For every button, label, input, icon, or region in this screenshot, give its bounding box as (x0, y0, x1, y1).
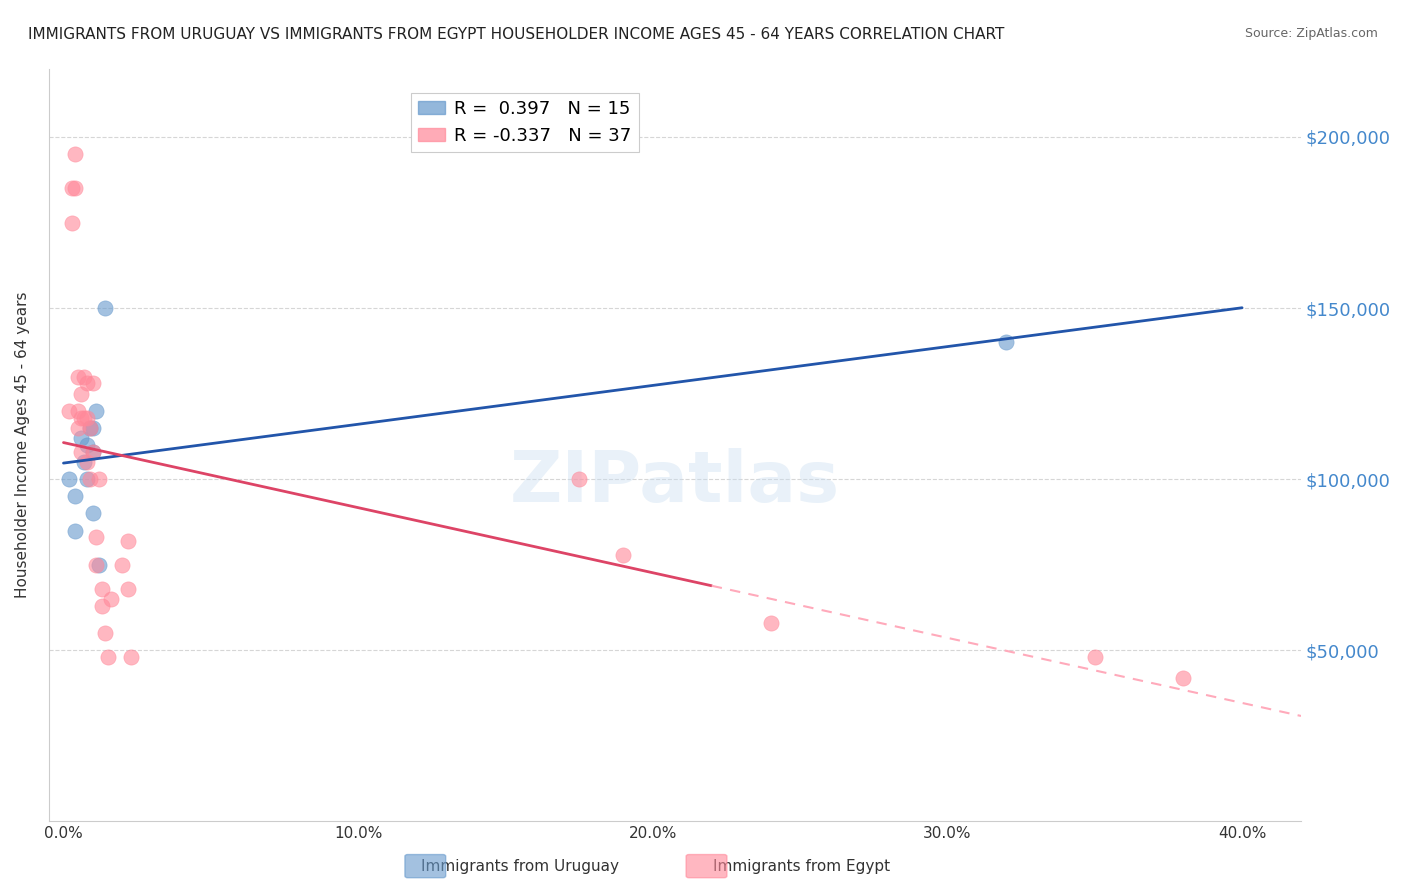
Point (1084, 650, 1107, 665)
Point (65, 181, 87, 195)
Point (87, 472, 110, 486)
Point (73, 455, 96, 469)
Point (120, 650, 142, 665)
Point (76, 376, 98, 391)
Point (65, 147, 87, 161)
Point (82, 445, 104, 459)
Point (117, 582, 139, 596)
Point (58, 403, 80, 417)
Point (60, 215, 83, 229)
Point (76, 438, 98, 452)
Point (111, 558, 134, 572)
Point (90, 599, 112, 613)
Point (90, 582, 112, 596)
Point (70, 445, 93, 459)
Point (82, 376, 104, 391)
Point (612, 548, 634, 562)
Point (70, 410, 93, 425)
Point (117, 533, 139, 548)
Text: Source: ZipAtlas.com: Source: ZipAtlas.com (1244, 27, 1378, 40)
Point (73, 410, 96, 425)
Point (67, 403, 90, 417)
Text: Immigrants from Uruguay: Immigrants from Uruguay (422, 859, 619, 874)
Text: IMMIGRANTS FROM URUGUAY VS IMMIGRANTS FROM EGYPT HOUSEHOLDER INCOME AGES 45 - 64: IMMIGRANTS FROM URUGUAY VS IMMIGRANTS FR… (28, 27, 1004, 42)
Point (82, 421, 104, 435)
Text: ZIPatlas: ZIPatlas (510, 448, 839, 517)
Text: Immigrants from Egypt: Immigrants from Egypt (713, 859, 890, 874)
Point (759, 615, 782, 630)
Point (67, 421, 90, 435)
Point (67, 369, 90, 384)
Point (100, 592, 122, 607)
Point (79, 421, 101, 435)
Point (60, 181, 83, 195)
Y-axis label: Householder Income Ages 45 - 64 years: Householder Income Ages 45 - 64 years (15, 292, 30, 599)
Point (82, 507, 104, 521)
Point (1173, 671, 1195, 685)
Point (58, 472, 80, 486)
Point (84, 403, 107, 417)
Point (76, 455, 98, 469)
Point (73, 369, 96, 384)
Point (79, 421, 101, 435)
Point (93, 626, 115, 640)
Point (97, 650, 120, 665)
Point (65, 524, 87, 538)
Point (82, 445, 104, 459)
Point (65, 489, 87, 503)
Point (76, 410, 98, 425)
Point (70, 431, 93, 445)
Point (93, 301, 115, 315)
Point (70, 386, 93, 401)
Point (87, 558, 110, 572)
Point (84, 530, 107, 544)
Point (84, 558, 107, 572)
Point (76, 472, 98, 486)
Point (79, 472, 101, 486)
Point (995, 335, 1018, 350)
Point (568, 472, 591, 486)
Legend: R =  0.397   N = 15, R = -0.337   N = 37: R = 0.397 N = 15, R = -0.337 N = 37 (411, 93, 638, 152)
